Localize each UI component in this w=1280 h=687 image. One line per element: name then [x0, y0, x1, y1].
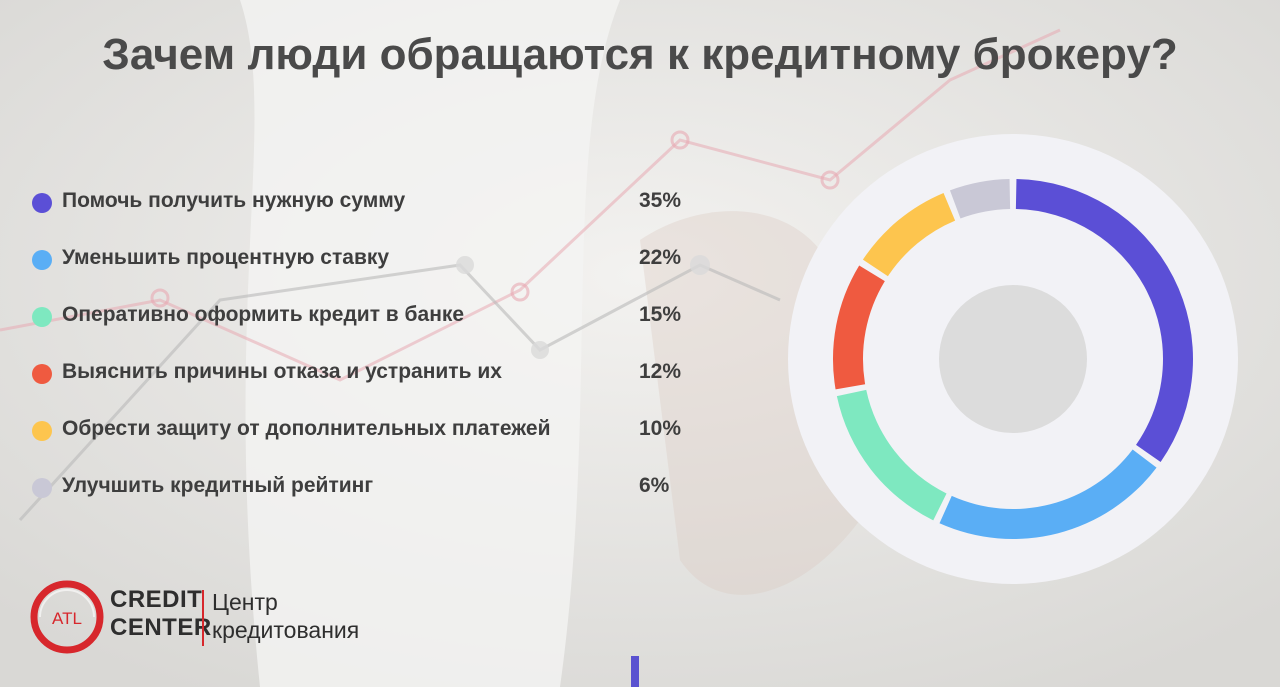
legend-item: Выяснить причины отказа и устранить их 1… [32, 355, 692, 412]
legend-item: Обрести защиту от дополнительных платеже… [32, 412, 692, 469]
legend-label: Выяснить причины отказа и устранить их [62, 360, 502, 383]
page-title: Зачем люди обращаются к кредитному броке… [102, 30, 1178, 79]
chart-legend: Помочь получить нужную сумму 35% Уменьши… [32, 184, 692, 526]
legend-value: 22% [639, 246, 682, 269]
legend-label: Улучшить кредитный рейтинг [62, 474, 374, 497]
legend-value: 12% [639, 360, 682, 383]
donut-slice [833, 265, 885, 390]
legend-label: Оперативно оформить кредит в банке [62, 303, 465, 326]
svg-text:ATL: ATL [52, 609, 82, 628]
legend-swatch [32, 307, 52, 327]
legend-value: 10% [639, 417, 682, 440]
legend-swatch [32, 478, 52, 498]
donut-slice [939, 449, 1157, 539]
donut-slice [949, 179, 1011, 219]
logo-divider [202, 590, 204, 646]
accent-marker [631, 656, 639, 687]
legend-item: Уменьшить процентную ставку 22% [32, 241, 692, 298]
brand-logo: ATL CREDIT CENTER Центр кредитования [30, 580, 370, 660]
atl-logo-mark: ATL [30, 580, 104, 654]
legend-item: Оперативно оформить кредит в банке 15% [32, 298, 692, 355]
logo-tagline: Центр кредитования [212, 588, 359, 644]
legend-label: Уменьшить процентную ставку [62, 246, 390, 269]
legend-swatch [32, 421, 52, 441]
legend-swatch [32, 364, 52, 384]
donut-slice [862, 192, 956, 277]
legend-value: 35% [639, 189, 682, 212]
legend-value: 6% [639, 474, 670, 497]
logo-brand-name: CREDIT CENTER [110, 586, 212, 642]
legend-item: Помочь получить нужную сумму 35% [32, 184, 692, 241]
donut-hole [939, 285, 1087, 433]
donut-slice [836, 389, 947, 521]
legend-swatch [32, 250, 52, 270]
logo-tagline-line: Центр [212, 589, 278, 615]
donut-chart [788, 134, 1238, 584]
legend-swatch [32, 193, 52, 213]
legend-label: Помочь получить нужную сумму [62, 189, 406, 212]
logo-brand-line: CREDIT [110, 586, 203, 613]
legend-label: Обрести защиту от дополнительных платеже… [62, 417, 551, 440]
legend-item: Улучшить кредитный рейтинг 6% [32, 469, 692, 526]
legend-value: 15% [639, 303, 682, 326]
logo-tagline-line: кредитования [212, 617, 360, 643]
donut-slice [1015, 179, 1193, 462]
logo-brand-line: CENTER [110, 614, 212, 641]
